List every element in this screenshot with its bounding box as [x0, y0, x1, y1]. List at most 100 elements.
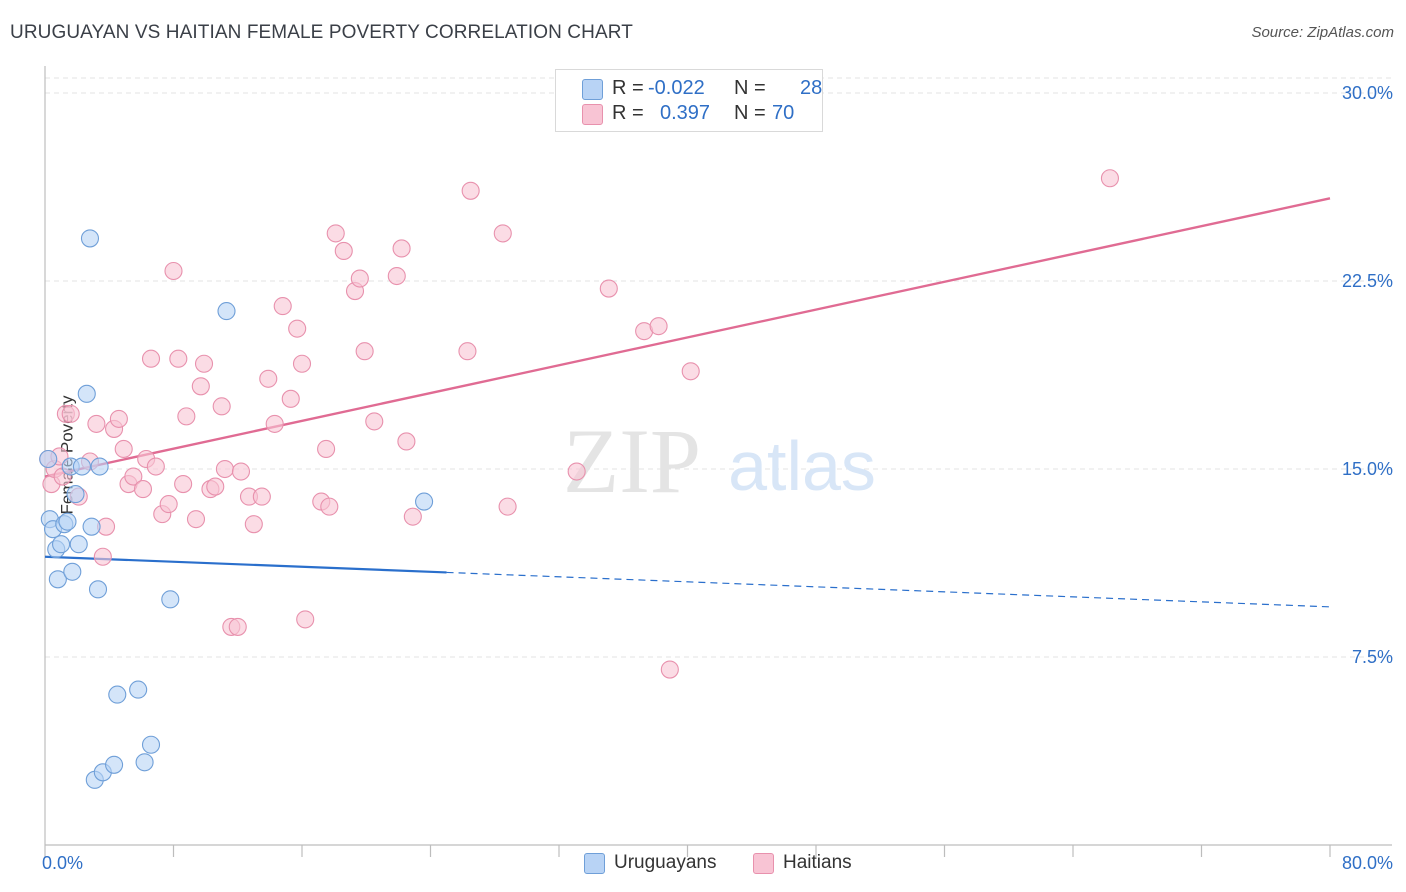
uruguayans-point — [72, 457, 91, 476]
haitians-point — [206, 477, 225, 496]
haitians-point — [252, 487, 271, 506]
haitians-point — [174, 475, 193, 494]
grid-lines — [45, 77, 1392, 658]
uruguayans-point — [52, 535, 71, 554]
haitians-point — [567, 462, 586, 481]
uruguayans-point — [58, 512, 77, 531]
haitians-point — [355, 342, 374, 361]
haitians-point — [194, 354, 214, 373]
uruguayans-point — [80, 229, 100, 248]
axes — [44, 66, 1392, 857]
y-tick-label: 15.0% — [1342, 459, 1393, 479]
trend-lines — [44, 197, 1331, 608]
watermark-zip: ZIP — [563, 410, 701, 512]
y-tick-label: 30.0% — [1342, 83, 1393, 103]
n-label: N = — [734, 77, 766, 99]
haitians-point — [186, 510, 206, 529]
uruguayans-point — [161, 590, 180, 609]
haitians-point — [124, 467, 143, 486]
uruguayans-swatch — [582, 79, 603, 100]
haitians-point — [164, 261, 183, 281]
haitians-legend-swatch — [753, 853, 774, 874]
uruguayans-point — [108, 685, 127, 704]
haitians-r-value: 0.397 — [660, 102, 711, 124]
uruguayans-point — [141, 735, 161, 754]
haitians-point — [599, 279, 618, 298]
tick-labels: 7.5% 15.0% 22.5% 30.0% 0.0% 80.0% — [42, 83, 1393, 873]
uruguayans-point — [39, 449, 58, 469]
haitians-point — [159, 495, 178, 514]
haitians-point — [61, 404, 80, 423]
haitians-point — [387, 266, 406, 286]
uruguayans-point — [135, 753, 154, 772]
haitians-point — [228, 617, 247, 636]
uruguayans-trend-line — [44, 555, 447, 574]
haitians-point — [350, 269, 369, 288]
haitians-point — [259, 369, 278, 388]
haitians-point — [273, 297, 292, 316]
uruguayans-legend-swatch — [584, 853, 605, 874]
haitians-point — [326, 224, 345, 243]
haitians-n-value: 70 — [772, 102, 795, 124]
y-tick-label: 22.5% — [1342, 271, 1393, 291]
haitians-point — [1100, 169, 1119, 188]
haitians-point — [244, 515, 263, 534]
haitians-point — [493, 224, 512, 243]
uruguayans-point — [77, 384, 96, 403]
haitians-point — [317, 439, 336, 459]
haitians-point — [265, 414, 284, 433]
uruguayans-point — [129, 680, 148, 699]
haitians-point — [109, 409, 128, 428]
haitians-point — [392, 239, 411, 258]
haitians-point — [365, 412, 384, 431]
haitians-legend-label: Haitians — [783, 852, 852, 873]
haitians-point — [114, 439, 133, 459]
haitians-point — [141, 349, 161, 368]
haitians-point — [397, 432, 416, 451]
watermark: ZIP atlas — [563, 410, 876, 512]
haitians-trend-line — [44, 197, 1331, 478]
uruguayans-point — [105, 755, 124, 774]
uruguayans-point — [415, 492, 434, 511]
haitians-point — [458, 342, 477, 361]
x-tick-label-max: 80.0% — [1342, 853, 1393, 873]
data-points — [39, 169, 1119, 789]
uruguayans-point — [69, 535, 88, 554]
r-label: R = — [612, 77, 644, 99]
haitians-point — [231, 462, 251, 481]
y-tick-label: 7.5% — [1352, 647, 1393, 667]
haitians-point — [320, 497, 339, 516]
haitians-point — [281, 389, 300, 408]
uruguayans-n-value: 28 — [800, 77, 823, 99]
uruguayans-point — [217, 302, 236, 321]
haitians-point — [681, 362, 700, 381]
uruguayans-point — [48, 570, 67, 589]
correlation-legend: R = -0.022 N = 28 R = 0.397 N = 70 — [555, 69, 823, 132]
r-label: R = — [612, 102, 644, 124]
haitians-point — [649, 317, 668, 336]
haitians-point — [169, 349, 188, 368]
watermark-atlas: atlas — [728, 427, 876, 505]
haitians-point — [212, 397, 231, 416]
haitians-point — [403, 507, 422, 526]
haitians-point — [296, 610, 315, 629]
uruguayans-point — [88, 580, 108, 599]
haitians-point — [177, 407, 196, 426]
haitians-point — [660, 660, 679, 679]
haitians-point — [334, 241, 353, 261]
haitians-point — [461, 181, 480, 200]
haitians-point — [191, 377, 210, 396]
haitians-point — [498, 497, 517, 516]
source-label: Source: ZipAtlas.com — [1251, 24, 1394, 41]
uruguayans-point — [66, 485, 85, 504]
chart-title: URUGUAYAN VS HAITIAN FEMALE POVERTY CORR… — [10, 22, 633, 43]
haitians-point — [87, 414, 106, 433]
haitians-point — [133, 480, 153, 499]
haitians-point — [215, 459, 234, 479]
haitians-swatch — [582, 104, 603, 125]
x-tick-label-min: 0.0% — [42, 853, 83, 873]
haitians-point — [146, 457, 165, 476]
haitians-point — [93, 547, 112, 566]
uruguayans-trend-extension — [446, 571, 1331, 608]
